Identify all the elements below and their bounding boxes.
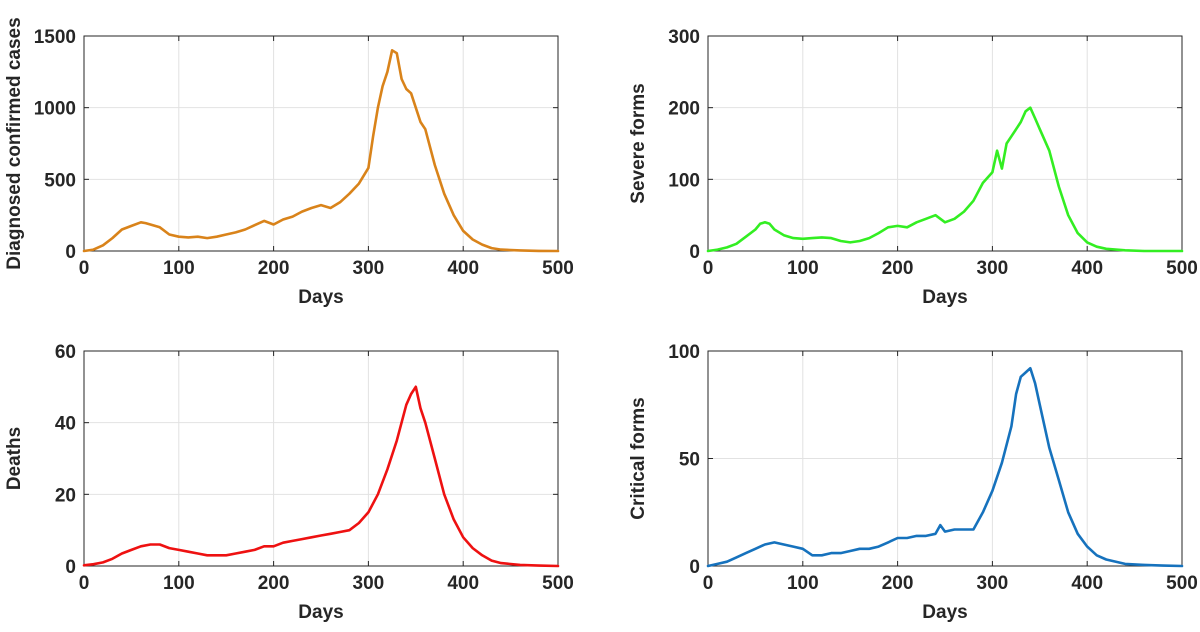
x-tick-label: 100: [787, 573, 819, 594]
x-tick-label: 300: [353, 258, 385, 279]
x-tick-label: 200: [258, 573, 290, 594]
x-tick-label: 400: [447, 573, 479, 594]
y-tick-label: 0: [689, 242, 700, 263]
x-tick-label: 300: [977, 573, 1009, 594]
y-axis-title: Diagnosed confirmed cases: [4, 17, 25, 269]
x-axis-title: Days: [922, 287, 967, 308]
y-tick-label: 0: [65, 557, 76, 578]
axes-box: [83, 35, 559, 252]
x-tick-label: 500: [542, 573, 574, 594]
axes-box: [83, 350, 559, 567]
x-tick-label: 500: [1166, 258, 1198, 279]
y-tick-label: 40: [55, 414, 76, 435]
x-tick-label: 0: [703, 258, 714, 279]
x-tick-label: 200: [882, 573, 914, 594]
x-tick-label: 100: [163, 573, 195, 594]
x-tick-label: 100: [787, 258, 819, 279]
y-axis-title: Deaths: [4, 427, 25, 490]
chart-panel-4: 0 100 200 300 400 500 0 50 100 Days Critical forms: [628, 342, 1198, 623]
x-axis-title: Days: [922, 602, 967, 623]
y-axis-title: Critical forms: [628, 397, 649, 519]
y-tick-label: 60: [55, 342, 76, 363]
chart-panel-1: 0 100 200 300 400 500 0 500 1000 1500 Days Diagnose…: [4, 17, 574, 308]
series-line: [82, 385, 560, 568]
y-tick-label: 1000: [34, 99, 76, 120]
x-tick-label: 400: [447, 258, 479, 279]
x-axis-title: Days: [298, 602, 343, 623]
y-tick-label: 200: [668, 99, 700, 120]
x-tick-label: 0: [79, 573, 90, 594]
y-tick-label: 100: [668, 170, 700, 191]
x-tick-label: 400: [1071, 258, 1103, 279]
series-line: [82, 48, 560, 253]
y-tick-label: 100: [668, 342, 700, 363]
x-tick-label: 300: [353, 573, 385, 594]
y-tick-label: 0: [65, 242, 76, 263]
series-line: [706, 366, 1184, 568]
x-tick-label: 0: [703, 573, 714, 594]
y-tick-label: 300: [668, 27, 700, 48]
x-tick-label: 500: [1166, 573, 1198, 594]
x-axis-title: Days: [298, 287, 343, 308]
x-tick-label: 300: [977, 258, 1009, 279]
x-tick-label: 0: [79, 258, 90, 279]
y-tick-label: 20: [55, 485, 76, 506]
y-tick-label: 0: [689, 557, 700, 578]
chart-panel-2: 0 100 200 300 400 500 0 100 200 300 Days Severe for…: [628, 27, 1198, 308]
x-tick-label: 200: [258, 258, 290, 279]
series-line: [706, 106, 1184, 253]
x-tick-label: 500: [542, 258, 574, 279]
y-axis-title: Severe forms: [628, 83, 649, 203]
y-tick-label: 50: [679, 450, 700, 471]
y-tick-label: 500: [44, 170, 76, 191]
y-tick-label: 1500: [34, 27, 76, 48]
x-tick-label: 100: [163, 258, 195, 279]
axes-box: [707, 35, 1183, 252]
x-tick-label: 200: [882, 258, 914, 279]
x-tick-label: 400: [1071, 573, 1103, 594]
chart-panel-3: 0 100 200 300 400 500 0 20 40 60 Days Deaths: [4, 342, 574, 623]
